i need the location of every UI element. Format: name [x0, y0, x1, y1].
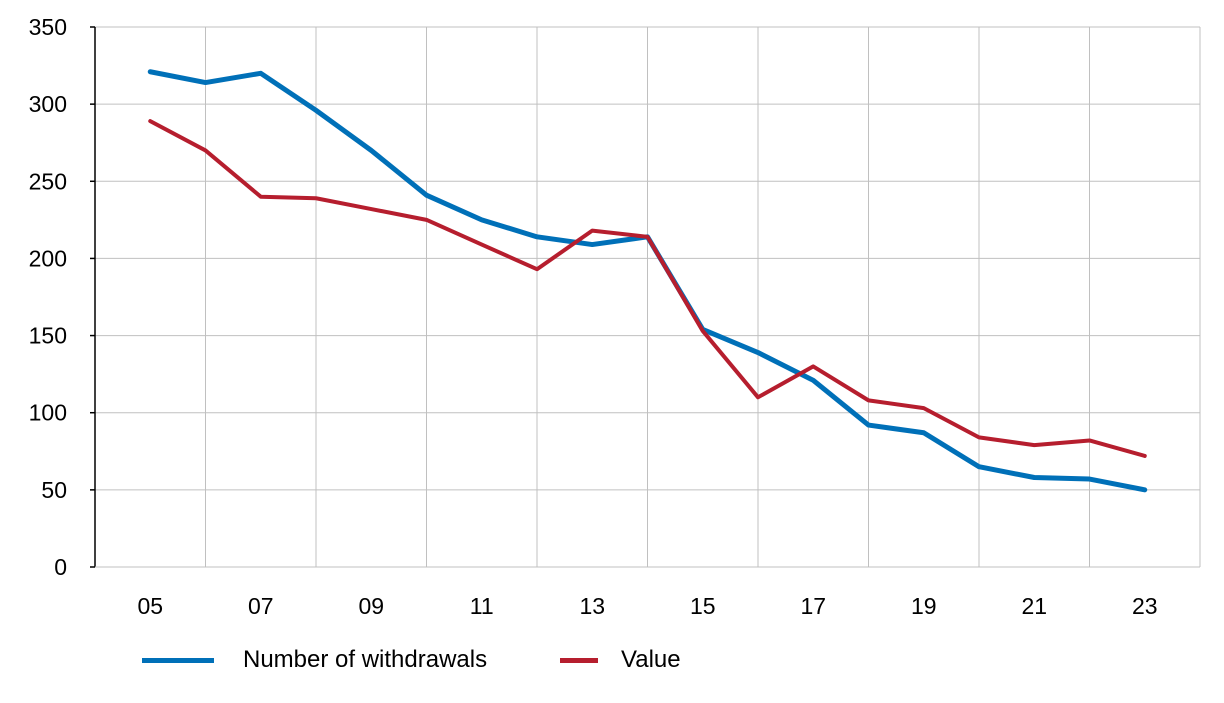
legend-swatch — [142, 657, 214, 663]
legend-item-withdrawals: Number of withdrawals — [142, 646, 487, 674]
legend-label: Number of withdrawals — [243, 646, 488, 673]
y-tick-label: 50 — [41, 477, 67, 503]
y-tick-label: 150 — [29, 323, 67, 349]
x-tick-label: 13 — [579, 593, 605, 619]
y-tick-label: 100 — [29, 400, 67, 426]
y-tick-label: 200 — [29, 245, 67, 271]
x-tick-label: 23 — [1132, 593, 1158, 619]
x-tick-labels: 05 07 09 11 13 15 17 19 21 23 — [137, 593, 1157, 619]
x-tick-label: 11 — [470, 593, 494, 619]
y-tick-label: 300 — [29, 91, 67, 117]
y-tick-label: 250 — [29, 168, 67, 194]
legend-swatch — [560, 657, 598, 663]
axes — [90, 26, 1200, 568]
series-lines — [147, 69, 1148, 493]
x-tick-label: 17 — [800, 593, 826, 619]
y-tick-label: 350 — [29, 14, 67, 40]
legend: Number of withdrawals Value — [0, 646, 1224, 680]
x-tick-label: 19 — [911, 593, 937, 619]
x-tick-label: 21 — [1021, 593, 1047, 619]
x-tick-label: 05 — [137, 593, 163, 619]
x-tick-label: 15 — [690, 593, 716, 619]
gridlines — [95, 26, 1201, 567]
legend-item-value: Value — [560, 646, 681, 674]
y-tick-label: 0 — [54, 554, 67, 580]
x-tick-label: 07 — [248, 593, 274, 619]
x-tick-label: 09 — [358, 593, 384, 619]
series-line-value — [148, 119, 1147, 458]
y-tick-labels: 0 50 100 150 200 250 300 350 — [29, 14, 67, 580]
legend-label: Value — [621, 646, 681, 673]
